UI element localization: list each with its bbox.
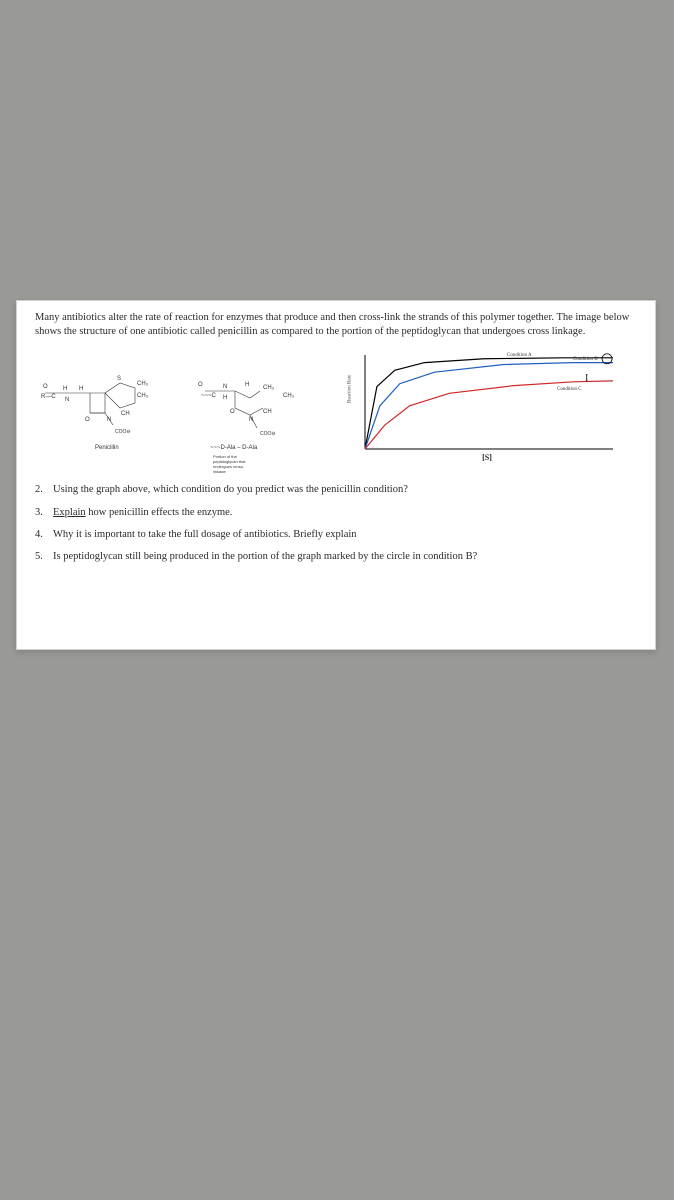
svg-text:H: H [245,382,249,388]
question-2: 2. Using the graph above, which conditio… [35,483,637,497]
svg-text:O: O [230,409,235,415]
svg-text:CH₃: CH₃ [137,381,149,387]
chart-container: I Condition A Condition B Condition C Re… [357,353,617,453]
svg-text:CH₃: CH₃ [137,393,149,399]
dala-label: ~~~D-Ala – D-Ala [210,445,258,451]
svg-text:O: O [85,417,90,423]
svg-text:linkage: linkage [213,469,226,473]
svg-text:N: N [107,417,111,423]
label-cond-b: Condition B [573,357,598,364]
worksheet-paper: Many antibiotics alter the rate of react… [16,300,656,650]
figure-row: O R—C H N H S CH₃ CH₃ O N CH COO⊖ Penici… [35,353,637,473]
svg-text:O: O [198,382,203,388]
svg-text:H: H [63,386,67,392]
coo-2: COO⊖ [260,431,276,437]
svg-text:CH: CH [263,409,272,415]
question-4: 4. Why it is important to take the full … [35,528,637,542]
svg-text:CH₃: CH₃ [263,385,275,391]
intro-text: Many antibiotics alter the rate of react… [35,311,637,339]
chemical-structures: O R—C H N H S CH₃ CH₃ O N CH COO⊖ Penici… [35,353,345,473]
x-axis-label: [S] [482,453,492,464]
svg-text:CH₃: CH₃ [283,393,295,399]
handwritten-I: I [585,373,588,384]
penicillin-label: Penicillin [95,445,119,451]
question-list: 2. Using the graph above, which conditio… [35,483,637,564]
y-axis-label: Reaction Rate [348,375,355,403]
svg-text:H: H [79,386,83,392]
svg-text:N: N [65,397,69,403]
svg-text:N: N [249,417,253,423]
svg-text:~~~C: ~~~C [201,393,217,399]
svg-text:R—C: R—C [41,394,56,400]
reaction-rate-chart: I [357,353,617,453]
photo-wrap: Many antibiotics alter the rate of react… [0,0,674,1200]
question-3: 3. Explain how penicillin effects the en… [35,506,637,520]
svg-text:O: O [43,384,48,390]
svg-text:S: S [117,376,121,382]
svg-text:CH: CH [121,411,130,417]
coo-1: COO⊖ [115,429,131,435]
question-5: 5. Is peptidoglycan still being produced… [35,550,637,564]
svg-text:H: H [223,395,227,401]
label-cond-c: Condition C [557,387,582,394]
label-cond-a: Condition A [507,353,532,360]
svg-text:N: N [223,384,227,390]
